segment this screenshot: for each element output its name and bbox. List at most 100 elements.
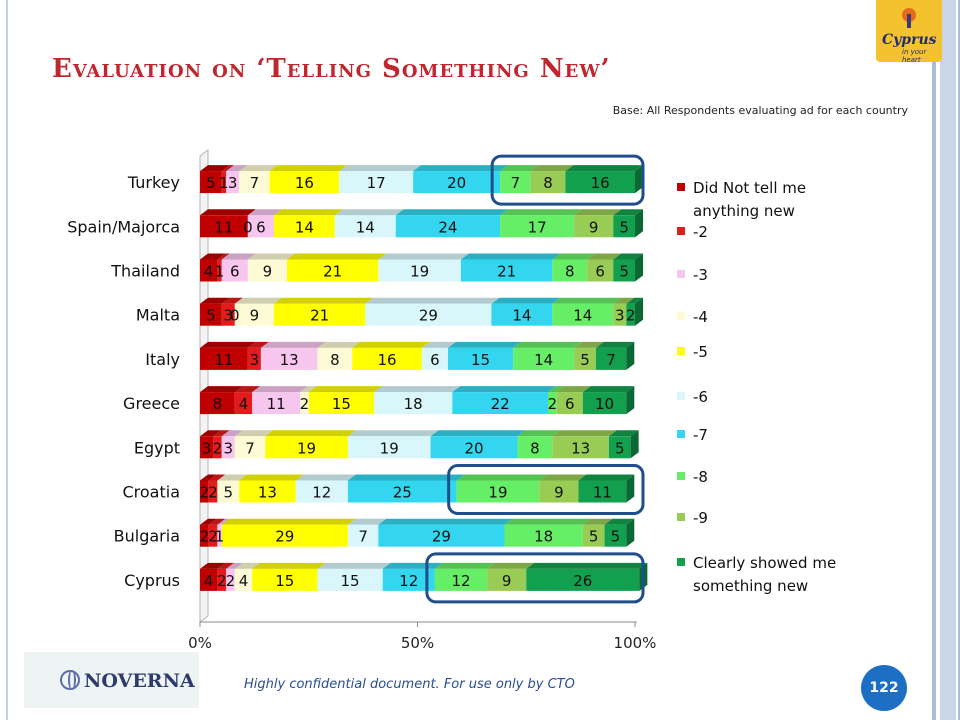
bar-segment-egypt-8-top [517, 430, 561, 437]
x-tick-label: 0% [188, 634, 212, 652]
bar-segment-greece-7-top [452, 386, 556, 393]
data-label-egypt-clearly-showed-me-something-new: 5 [615, 439, 625, 457]
legend-swatch-4 [677, 312, 685, 320]
bar-segment-thailand-clearly-showed-me-something-new [613, 259, 635, 282]
bar-segment-turkey-6 [339, 171, 414, 194]
bar-segment-italy-did-not-tell-me-anything-new [200, 347, 248, 370]
bar-segment-egypt-7 [430, 436, 518, 459]
bar-segment-turkey-3-top [226, 165, 248, 172]
page-number-badge: 122 [861, 665, 907, 711]
data-label-greece-3: 11 [267, 395, 286, 413]
bar-segment-croatia-5 [239, 480, 296, 503]
data-label-croatia-5: 13 [258, 484, 277, 502]
figure-icon [907, 14, 911, 28]
data-label-bulgaria-5: 29 [275, 528, 294, 546]
bar-segment-turkey-5 [269, 171, 340, 194]
bar-segment-italy-7-top [447, 341, 522, 348]
cyprus-logo-tagline: in your heart [902, 48, 927, 64]
data-label-italy-6: 6 [430, 351, 440, 369]
bar-end-cap-croatia [626, 474, 635, 503]
bar-segment-thailand-5 [287, 259, 379, 282]
bar-segment-bulgaria-7 [378, 524, 505, 547]
bar-segment-cyprus-4-top [234, 562, 261, 569]
bar-segment-cyprus-8 [434, 568, 488, 591]
category-label-bulgaria: Bulgaria [114, 527, 180, 546]
bar-segment-italy-3-top [260, 341, 326, 348]
bar-end-cap-thailand [635, 253, 643, 282]
data-label-malta-8: 14 [573, 307, 592, 325]
data-label-cyprus-7: 12 [399, 572, 418, 590]
data-label-italy-2: 3 [250, 351, 260, 369]
bar-segment-cyprus-clearly-showed-me-something-new [526, 568, 640, 591]
data-label-croatia-7: 25 [393, 484, 412, 502]
bar-segment-italy-clearly-showed-me-something-new [595, 347, 627, 370]
bar-segment-thailand-2-top [217, 253, 230, 260]
bar-segment-thailand-did-not-tell-me-anything-new [200, 259, 218, 282]
bar-segment-turkey-did-not-tell-me-anything-new-top [200, 165, 230, 172]
data-label-egypt-6: 19 [380, 439, 399, 457]
bar-segment-spain-majorca-3 [247, 215, 274, 238]
bar-segment-turkey-4 [239, 171, 270, 194]
data-label-greece-4: 2 [300, 395, 310, 413]
bar-segment-malta-4 [234, 303, 274, 326]
bar-segment-malta-6-top [365, 297, 500, 304]
data-label-greece-5: 15 [332, 395, 351, 413]
legend-swatch-did-not-tell-me-anything-new [677, 183, 685, 191]
data-label-thailand-clearly-showed-me-something-new: 5 [619, 263, 629, 281]
data-label-malta-5: 21 [310, 307, 329, 325]
bar-segment-malta-clearly-showed-me-something-new-top [626, 297, 643, 304]
bar-segment-egypt-8 [517, 436, 553, 459]
bar-segment-greece-2 [234, 392, 253, 415]
data-label-spain-majorca-3: 6 [256, 218, 266, 236]
legend-label-8: -8 [693, 468, 708, 486]
bar-segment-cyprus-3-top [226, 562, 243, 569]
bar-segment-thailand-4-top [247, 253, 295, 260]
bar-segment-egypt-6 [347, 436, 431, 459]
data-label-croatia-did-not-tell-me-anything-new: 2 [200, 484, 210, 502]
bar-segment-bulgaria-5-top [221, 518, 356, 525]
bar-segment-turkey-did-not-tell-me-anything-new [200, 171, 222, 194]
data-label-egypt-8: 8 [530, 439, 540, 457]
data-label-greece-7: 22 [491, 395, 510, 413]
bar-segment-thailand-9-top [587, 253, 622, 260]
data-label-egypt-7: 20 [465, 439, 484, 457]
bar-segment-cyprus-7 [382, 568, 435, 591]
legend-label-3: -3 [693, 266, 708, 284]
bar-segment-turkey-9-top [530, 165, 574, 172]
bar-segment-greece-4-top [300, 386, 317, 393]
data-label-egypt-3: 3 [224, 439, 234, 457]
bar-segment-spain-majorca-9 [574, 215, 614, 238]
bar-segment-greece-9-top [556, 386, 591, 393]
bar-segment-italy-clearly-showed-me-something-new-top [595, 341, 635, 348]
bar-segment-greece-5-top [308, 386, 382, 393]
legend-swatch-clearly-showed-me-something-new [677, 558, 685, 566]
data-label-cyprus-9: 9 [502, 572, 512, 590]
data-label-bulgaria-did-not-tell-me-anything-new: 2 [200, 528, 210, 546]
data-label-croatia-4: 5 [224, 484, 234, 502]
bar-segment-egypt-9 [552, 436, 609, 459]
bar-segment-cyprus-2-top [217, 562, 235, 569]
category-label-turkey: Turkey [127, 173, 180, 192]
base-note: Base: All Respondents evaluating ad for … [612, 104, 908, 117]
category-label-malta: Malta [136, 306, 180, 325]
bar-segment-spain-majorca-9-top [574, 209, 622, 216]
data-label-spain-majorca-6: 14 [356, 218, 375, 236]
bar-segment-egypt-2 [213, 436, 222, 459]
bar-segment-cyprus-6-top [317, 562, 391, 569]
bar-segment-thailand-7-top [461, 253, 561, 260]
data-label-italy-3: 13 [280, 351, 299, 369]
data-label-turkey-3: 3 [228, 174, 238, 192]
data-label-turkey-5: 16 [295, 174, 314, 192]
bar-segment-turkey-7-top [413, 165, 509, 172]
bar-segment-egypt-5-top [265, 430, 356, 437]
bar-segment-italy-4 [317, 347, 353, 370]
bar-end-cap-greece [626, 386, 635, 415]
bar-segment-bulgaria-2 [208, 524, 218, 547]
data-label-spain-majorca-did-not-tell-me-anything-new: 11 [214, 218, 233, 236]
bar-segment-bulgaria-3 [217, 524, 222, 547]
bar-segment-bulgaria-9-top [582, 518, 613, 525]
bar-segment-spain-majorca-8 [500, 215, 575, 238]
bar-segment-spain-majorca-6-top [334, 209, 404, 216]
bar-segment-croatia-4 [217, 480, 240, 503]
bar-segment-greece-3-top [252, 386, 309, 393]
